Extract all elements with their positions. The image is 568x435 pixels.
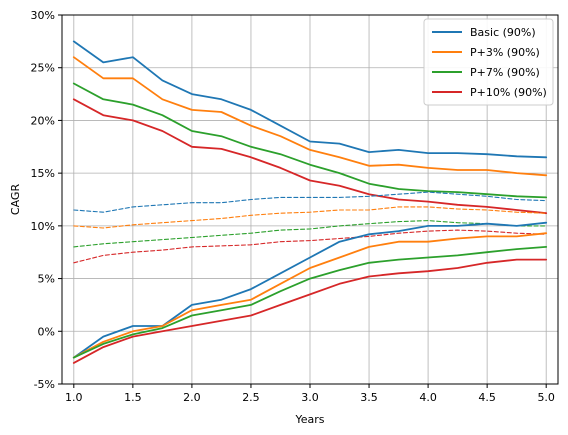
y-axis-ticks: -5% 0% 5% 10% 15% 20% 25% 30% bbox=[31, 9, 62, 391]
x-tick-label: 2.5 bbox=[242, 391, 260, 404]
x-axis-title: Years bbox=[294, 413, 324, 426]
x-tick-label: 5.0 bbox=[537, 391, 555, 404]
y-axis-title: CAGR bbox=[9, 184, 22, 216]
series-line-0 bbox=[72, 40, 548, 159]
x-tick-label: 3.0 bbox=[301, 391, 319, 404]
series-line-9 bbox=[72, 232, 548, 359]
legend: Basic (90%) P+3% (90%) P+7% (90%) P+10% … bbox=[423, 18, 554, 106]
series-line-dashed-4 bbox=[73, 191, 547, 213]
y-tick-label: 0% bbox=[38, 325, 55, 338]
y-tick-label: 25% bbox=[31, 62, 55, 75]
series-line-dashed-6 bbox=[73, 220, 547, 248]
series-line-dashed-7 bbox=[73, 229, 547, 264]
y-tick-label: 20% bbox=[31, 114, 55, 127]
x-tick-label: 4.5 bbox=[478, 391, 496, 404]
legend-label-p7: P+7% (90%) bbox=[470, 66, 540, 79]
x-tick-label: 4.0 bbox=[419, 391, 437, 404]
y-tick-label: 30% bbox=[31, 9, 55, 22]
series-lines bbox=[72, 40, 548, 364]
series-line-8 bbox=[72, 221, 548, 359]
legend-label-p10: P+10% (90%) bbox=[470, 86, 547, 99]
y-tick-label: 5% bbox=[38, 273, 55, 286]
series-line-3 bbox=[72, 98, 548, 215]
series-line-dashed-5 bbox=[73, 206, 547, 229]
x-tick-label: 2.0 bbox=[183, 391, 201, 404]
y-tick-label: 10% bbox=[31, 220, 55, 233]
series-line-2 bbox=[72, 82, 548, 199]
legend-box bbox=[423, 18, 554, 106]
series-line-11 bbox=[72, 258, 548, 364]
x-tick-label: 1.5 bbox=[124, 391, 142, 404]
series-line-10 bbox=[72, 245, 548, 359]
y-tick-label: 15% bbox=[31, 167, 55, 180]
x-tick-label: 1.0 bbox=[65, 391, 83, 404]
x-axis-ticks: 1.0 1.5 2.0 2.5 3.0 3.5 4.0 4.5 5.0 bbox=[65, 384, 555, 404]
legend-label-p3: P+3% (90%) bbox=[470, 46, 540, 59]
y-tick-label: -5% bbox=[34, 378, 55, 391]
legend-label-basic: Basic (90%) bbox=[470, 26, 536, 39]
series-line-1 bbox=[72, 56, 548, 177]
x-tick-label: 3.5 bbox=[360, 391, 378, 404]
